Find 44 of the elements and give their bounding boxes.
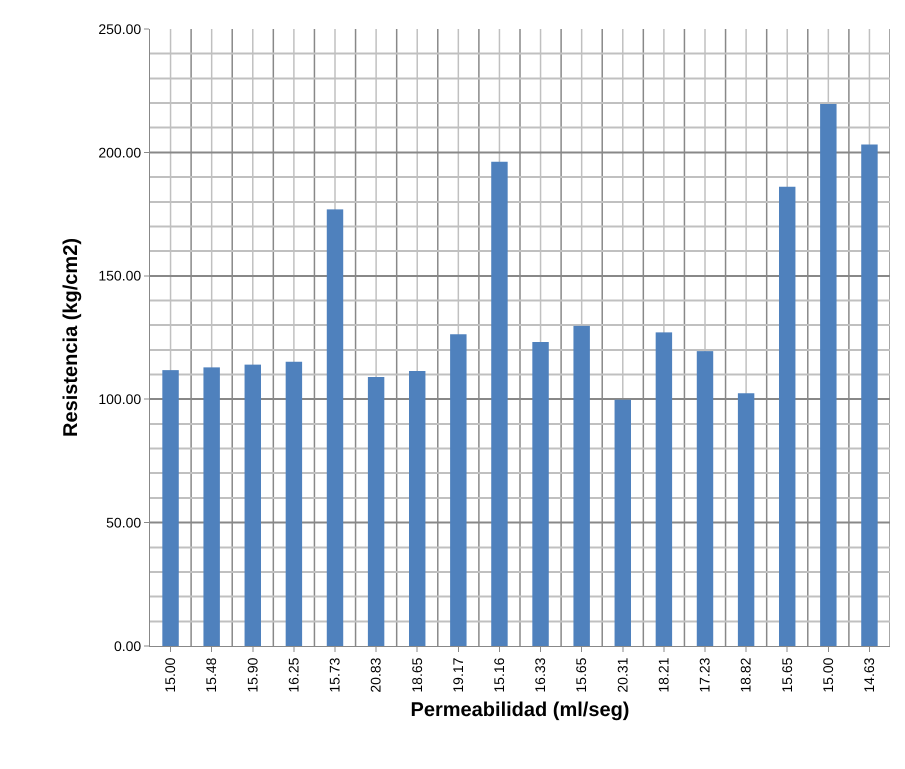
x-tick-label: 17.23: [696, 657, 713, 693]
x-tick-label: 14.63: [860, 657, 877, 693]
x-tick-label: 15.00: [820, 657, 836, 693]
x-tick-label: 15.73: [326, 657, 343, 693]
bar: [738, 393, 754, 646]
bar: [244, 364, 261, 646]
bar: [162, 370, 179, 646]
x-tick-label: 15.16: [490, 657, 507, 693]
bar: [779, 186, 796, 646]
x-tick-label: 15.65: [573, 657, 590, 693]
x-axis-title: Permeabilidad (ml/seg): [410, 699, 630, 722]
x-tick-label: 16.25: [285, 657, 302, 693]
bar: [532, 342, 549, 646]
x-tick-label: 18.21: [655, 657, 672, 693]
y-tick-label: 200.00: [98, 144, 142, 160]
y-tick-label: 50.00: [106, 514, 142, 530]
bar: [326, 209, 344, 646]
x-tick-label: 20.31: [614, 657, 630, 693]
bar: [286, 362, 302, 646]
x-tick-label: 18.82: [738, 657, 754, 693]
bar: [450, 334, 467, 646]
x-tick-label: 16.33: [532, 657, 548, 693]
x-tick-label: 18.65: [408, 657, 425, 693]
bar: [614, 400, 631, 646]
bar: [368, 376, 384, 646]
bar: [696, 351, 714, 646]
y-tick-label: 0.00: [114, 638, 142, 654]
x-tick-label: 19.17: [450, 657, 466, 693]
bar: [573, 326, 590, 646]
bar: [656, 332, 672, 646]
bar: [820, 104, 837, 646]
y-tick-label: 150.00: [98, 268, 142, 284]
bar: [861, 144, 878, 646]
y-tick-label: 250.00: [98, 20, 142, 37]
x-tick-label: 20.83: [368, 657, 384, 693]
x-tick-label: 15.65: [778, 657, 795, 693]
x-tick-label: 15.48: [203, 657, 220, 693]
x-tick-label: 15.00: [162, 657, 178, 693]
x-tick-label: 15.90: [244, 657, 260, 693]
y-tick-label: 100.00: [98, 391, 142, 408]
y-axis-title: Resistencia (kg/cm2): [60, 238, 82, 437]
bar: [203, 367, 220, 646]
bar: [409, 371, 426, 646]
bar: [491, 162, 508, 646]
